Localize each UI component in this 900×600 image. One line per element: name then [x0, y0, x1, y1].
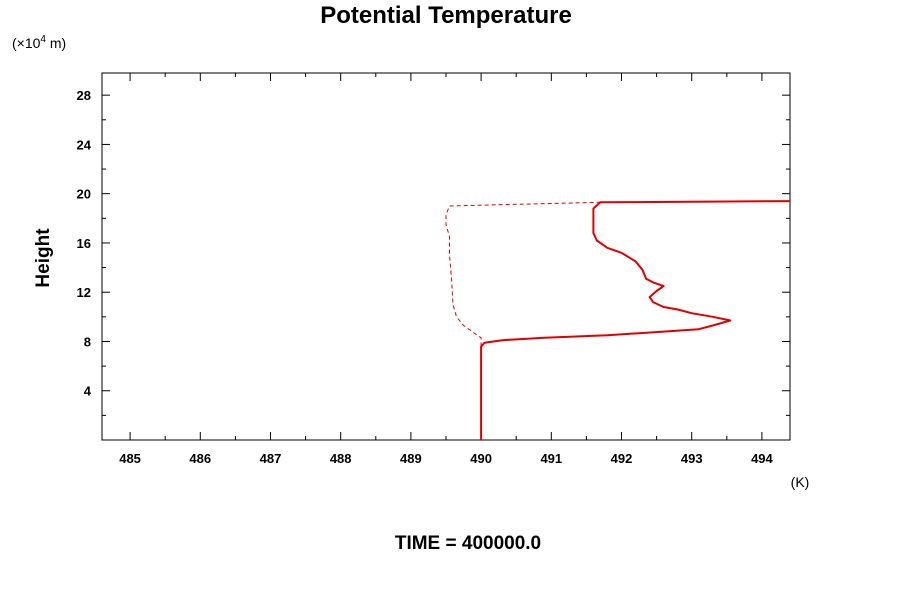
y-tick-label: 20 [77, 187, 91, 202]
x-tick-label: 494 [751, 451, 773, 466]
y-scale-exponent: 4 [40, 34, 46, 45]
x-tick-label: 489 [400, 451, 422, 466]
plot-area: 485 486 487 488 489 490 491 492 493 494 4 8 12 16 20 24… [77, 72, 791, 466]
y-tick-label: 16 [77, 236, 91, 251]
y-tick-label: 12 [77, 285, 91, 300]
y-scale-unit: m) [46, 35, 66, 51]
y-tick-label: 8 [84, 334, 91, 349]
y-scale-note: (×104 m) [12, 34, 66, 51]
y-tick-label: 28 [77, 88, 91, 103]
x-tick-label: 486 [189, 451, 211, 466]
x-axis-unit: (K) [791, 474, 810, 490]
x-tick-label: 491 [540, 451, 562, 466]
solid-profile-line [480, 200, 791, 440]
x-tick-label: 487 [260, 451, 282, 466]
plot-frame [101, 72, 791, 441]
x-tick-label: 490 [470, 451, 492, 466]
y-scale-prefix: (×10 [12, 35, 41, 51]
time-label: TIME = 400000.0 [395, 533, 541, 554]
x-tick-label: 485 [119, 451, 141, 466]
x-tick-label: 493 [681, 451, 703, 466]
chart-title: Potential Temperature [320, 2, 572, 29]
x-tick-label: 492 [611, 451, 633, 466]
y-tick-label: 24 [77, 137, 92, 152]
dashed-profile-line [445, 201, 601, 347]
y-axis-label: Height [33, 228, 54, 288]
y-tick-label: 4 [84, 384, 92, 399]
x-tick-label: 488 [330, 451, 352, 466]
